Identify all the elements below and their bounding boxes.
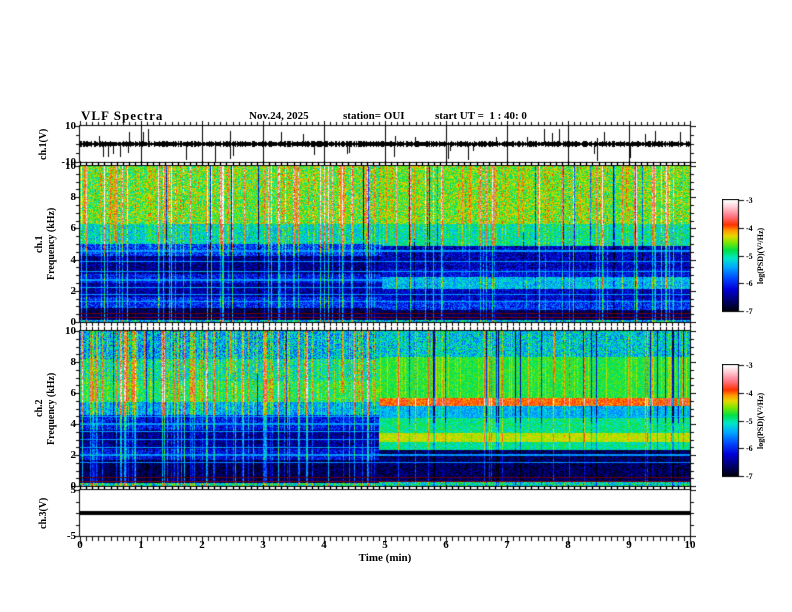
ch3-wave-y-tick-label: 5	[70, 484, 77, 496]
ch3-voltage-axis-label: ch.3(V)	[38, 497, 49, 529]
x-tick-label: 9	[626, 539, 632, 551]
x-tick-label: 7	[504, 539, 510, 551]
time-axis-label: Time (min)	[358, 552, 412, 564]
ch3-waveform-canvas	[74, 484, 696, 546]
colorbar-tick-label: -7	[746, 307, 753, 316]
colorbar-tick-label: -4	[746, 224, 753, 233]
colorbar2-axis-label: log(PSD)(V²/Hz)	[756, 392, 765, 450]
colorbar-tick-label: -7	[746, 472, 753, 481]
x-tick-label: 1	[138, 539, 144, 551]
ch1-spec-y-tick-label: 8	[70, 191, 77, 204]
ch2-frequency-axis-label: Frequency (kHz)	[46, 372, 57, 445]
ch1-spec-y-tick-label: 6	[70, 222, 77, 235]
ch3-wave-y-tick-label: -5	[66, 530, 76, 542]
colorbar-tick-label: -3	[746, 196, 753, 205]
ch1-spec-y-tick-label: 0	[70, 316, 77, 328]
page-title: VLF Spectra	[81, 108, 164, 123]
ch2-spec-y-tick-label: 6	[70, 387, 77, 399]
x-tick-label: 6	[443, 539, 449, 551]
colorbar-tick-label: -3	[746, 361, 753, 370]
x-tick-label: 5	[382, 539, 388, 551]
ch2-spectrogram-canvas	[74, 325, 696, 492]
colorbar-tick-label: -5	[746, 417, 753, 426]
date-label: Nov.24, 2025	[249, 110, 309, 122]
ch1-channel-label: ch.1	[34, 235, 45, 253]
ch2-spec-y-tick-label: 8	[70, 356, 77, 368]
ch2-spec-y-tick-label: 2	[70, 449, 77, 461]
ch2-spec-y-tick-label: 0	[70, 480, 77, 492]
ch1-spec-y-tick-label: 10	[65, 160, 76, 172]
ch2-spec-y-tick-label: 4	[70, 418, 77, 430]
colorbar2-canvas	[722, 364, 756, 480]
colorbar-tick-label: -6	[746, 279, 753, 288]
ch1-spec-y-tick-label: 4	[70, 253, 77, 266]
x-tick-label: 0	[77, 539, 83, 551]
ch1-spec-y-tick-label: 2	[70, 284, 77, 297]
x-tick-label: 4	[321, 539, 327, 551]
colorbar1-canvas	[722, 199, 756, 315]
ch1-wave-y-tick-label: 10	[65, 120, 76, 132]
start-ut-label: start UT = 1 : 40: 0	[435, 110, 527, 122]
ch1-spectrogram-canvas	[74, 160, 696, 328]
ch1-voltage-axis-label: ch.1(V)	[38, 128, 49, 160]
colorbar-tick-label: -6	[746, 444, 753, 453]
station-label: station= OUI	[343, 110, 405, 122]
ch1-wave-y-tick-label: -10	[61, 156, 76, 168]
x-tick-label: 3	[260, 539, 266, 551]
ch2-channel-label: ch.2	[34, 399, 45, 418]
ch1-frequency-axis-label: Frequency (kHz)	[46, 207, 57, 281]
x-tick-label: 2	[199, 539, 205, 551]
colorbar-tick-label: -5	[746, 252, 753, 261]
colorbar1-axis-label: log(PSD)(V²/Hz)	[756, 227, 765, 285]
x-tick-label: 8	[565, 539, 571, 551]
colorbar-tick-label: -4	[746, 389, 753, 398]
ch2-spec-y-tick-label: 10	[65, 325, 76, 337]
x-tick-label: 10	[684, 539, 696, 551]
